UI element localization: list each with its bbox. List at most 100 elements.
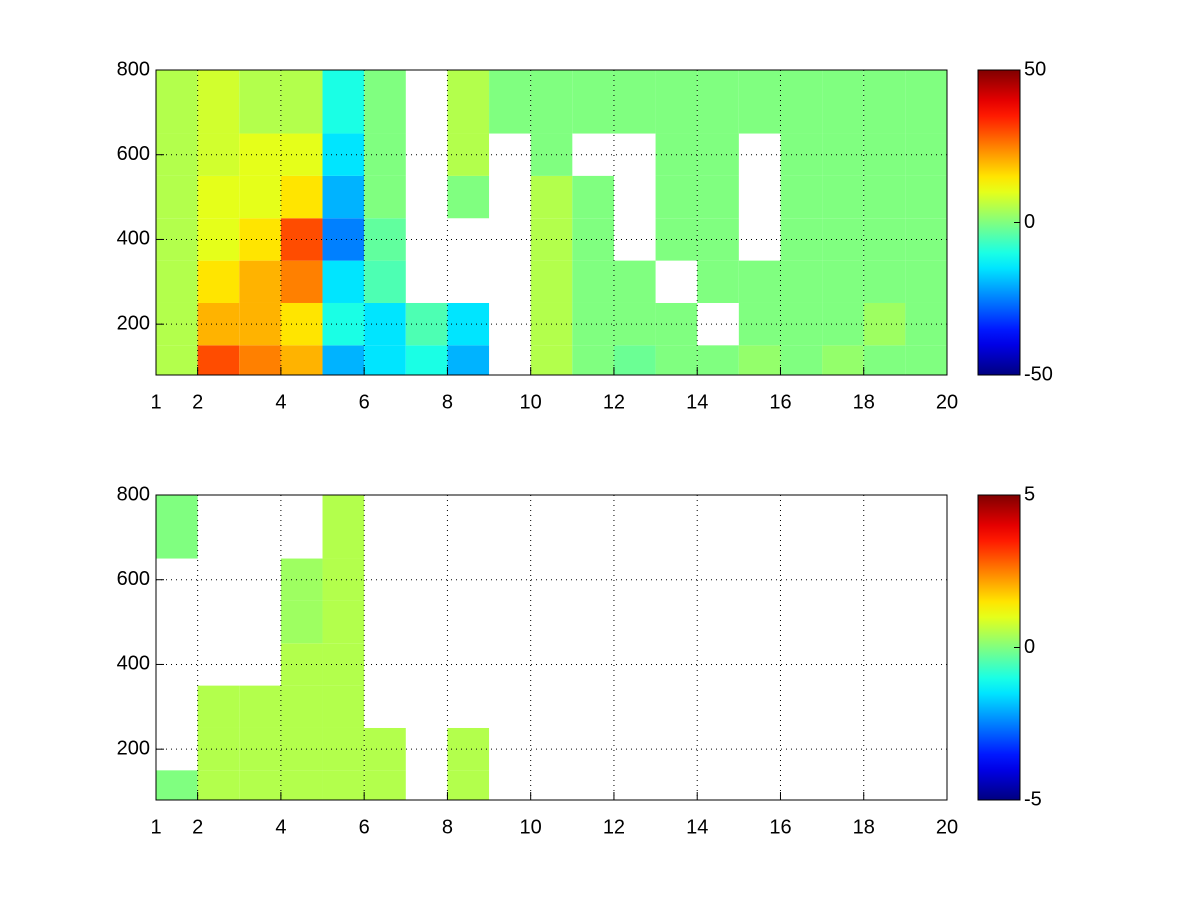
x-tick-label: 2 — [192, 816, 203, 838]
colorbar — [977, 494, 1021, 801]
heatmap-cell — [239, 260, 281, 303]
heatmap-cell — [364, 302, 406, 346]
colorbar-tick-label: -5 — [1024, 788, 1042, 810]
heatmap-cell — [322, 302, 365, 346]
x-tick-label: 20 — [936, 391, 958, 413]
heatmap-cell — [822, 260, 864, 303]
heatmap-cell — [280, 175, 323, 219]
heatmap-cell — [239, 302, 281, 346]
x-tick-label: 12 — [603, 391, 625, 413]
heatmap-cell — [863, 218, 906, 261]
heatmap-cell — [322, 175, 365, 219]
heatmap-cell — [364, 727, 406, 771]
heatmap-cell — [197, 260, 240, 303]
heatmap-cell — [863, 133, 906, 176]
heatmap-cell — [322, 495, 365, 559]
heatmap-cell — [364, 345, 406, 375]
heatmap-cell — [197, 770, 240, 800]
x-tick-label: 10 — [520, 816, 542, 838]
y-tick-label: 400 — [117, 653, 150, 675]
heatmap-cell — [447, 70, 490, 134]
heatmap-cell — [364, 175, 406, 219]
x-tick-label: 2 — [192, 391, 203, 413]
y-tick-label: 600 — [117, 143, 150, 165]
heatmap-cell — [655, 345, 698, 375]
x-tick-label: 10 — [520, 391, 542, 413]
heatmap-cell — [197, 70, 240, 134]
heatmap-cell — [738, 302, 781, 346]
heatmap-cell — [822, 175, 864, 219]
heatmap-cell — [905, 70, 947, 134]
x-tick-label: 1 — [150, 391, 161, 413]
x-tick-label: 16 — [769, 816, 791, 838]
heatmap-cell — [697, 260, 739, 303]
heatmap-cell — [364, 70, 406, 134]
heatmap-cell — [239, 345, 281, 375]
heatmap-cell — [364, 770, 406, 800]
heatmap-cell — [322, 558, 365, 601]
heatmap-cell — [322, 600, 365, 644]
heatmap-cell — [197, 175, 240, 219]
axes-frame — [155, 494, 948, 801]
x-tick-label: 4 — [275, 391, 286, 413]
heatmap-cell — [447, 770, 490, 800]
heatmap-cell — [655, 175, 698, 219]
heatmap-cell — [197, 345, 240, 375]
heatmap-cell — [322, 770, 365, 800]
heatmap-cell — [905, 260, 947, 303]
heatmap-cell — [697, 133, 739, 176]
heatmap-cell — [447, 345, 490, 375]
y-tick-label: 200 — [117, 737, 150, 759]
heatmap-cell — [197, 302, 240, 346]
heatmap-cell — [613, 345, 656, 375]
heatmap-cell — [905, 345, 947, 375]
heatmap-cell — [197, 133, 240, 176]
heatmap-cell — [239, 685, 281, 728]
heatmap-cell — [280, 345, 323, 375]
colorbar-tick-label: 0 — [1024, 211, 1035, 233]
x-tick-label: 6 — [359, 391, 370, 413]
heatmap-cell — [613, 70, 656, 134]
heatmap-cell — [572, 260, 614, 303]
colorbar — [977, 69, 1021, 376]
heatmap-cell — [239, 133, 281, 176]
heatmap-cell — [738, 70, 781, 134]
heatmap-cell — [613, 260, 656, 303]
heatmap-cell — [280, 70, 323, 134]
heatmap-cell — [280, 260, 323, 303]
y-tick-label: 800 — [117, 58, 150, 80]
heatmap-cell — [280, 685, 323, 728]
x-tick-label: 8 — [442, 816, 453, 838]
heatmap-cell — [530, 175, 573, 219]
heatmap-cell — [447, 727, 490, 771]
heatmap-cell — [239, 727, 281, 771]
heatmap-cell — [863, 345, 906, 375]
heatmap-cell — [364, 260, 406, 303]
heatmap-cell — [322, 260, 365, 303]
heatmap-cell — [322, 685, 365, 728]
heatmap-cell — [863, 302, 906, 346]
heatmap-cell — [322, 727, 365, 771]
heatmap-cell — [780, 260, 823, 303]
heatmap-cell — [530, 260, 573, 303]
heatmap-cell — [239, 770, 281, 800]
heatmap-cell — [447, 302, 490, 346]
heatmap-cell — [697, 70, 739, 134]
heatmap-cell — [322, 70, 365, 134]
heatmap-cell — [822, 302, 864, 346]
x-tick-label: 8 — [442, 391, 453, 413]
heatmap-cell — [738, 260, 781, 303]
axes-frame — [155, 69, 948, 376]
heatmap-cell — [780, 70, 823, 134]
x-tick-label: 14 — [686, 816, 708, 838]
heatmap-cell — [863, 70, 906, 134]
x-tick-label: 16 — [769, 391, 791, 413]
heatmap-cell — [280, 770, 323, 800]
heatmap-cell — [322, 218, 365, 261]
x-tick-label: 1 — [150, 816, 161, 838]
heatmap-cell — [197, 727, 240, 771]
x-tick-label: 4 — [275, 816, 286, 838]
heatmap-cell — [156, 260, 198, 303]
heatmap-cell — [239, 218, 281, 261]
